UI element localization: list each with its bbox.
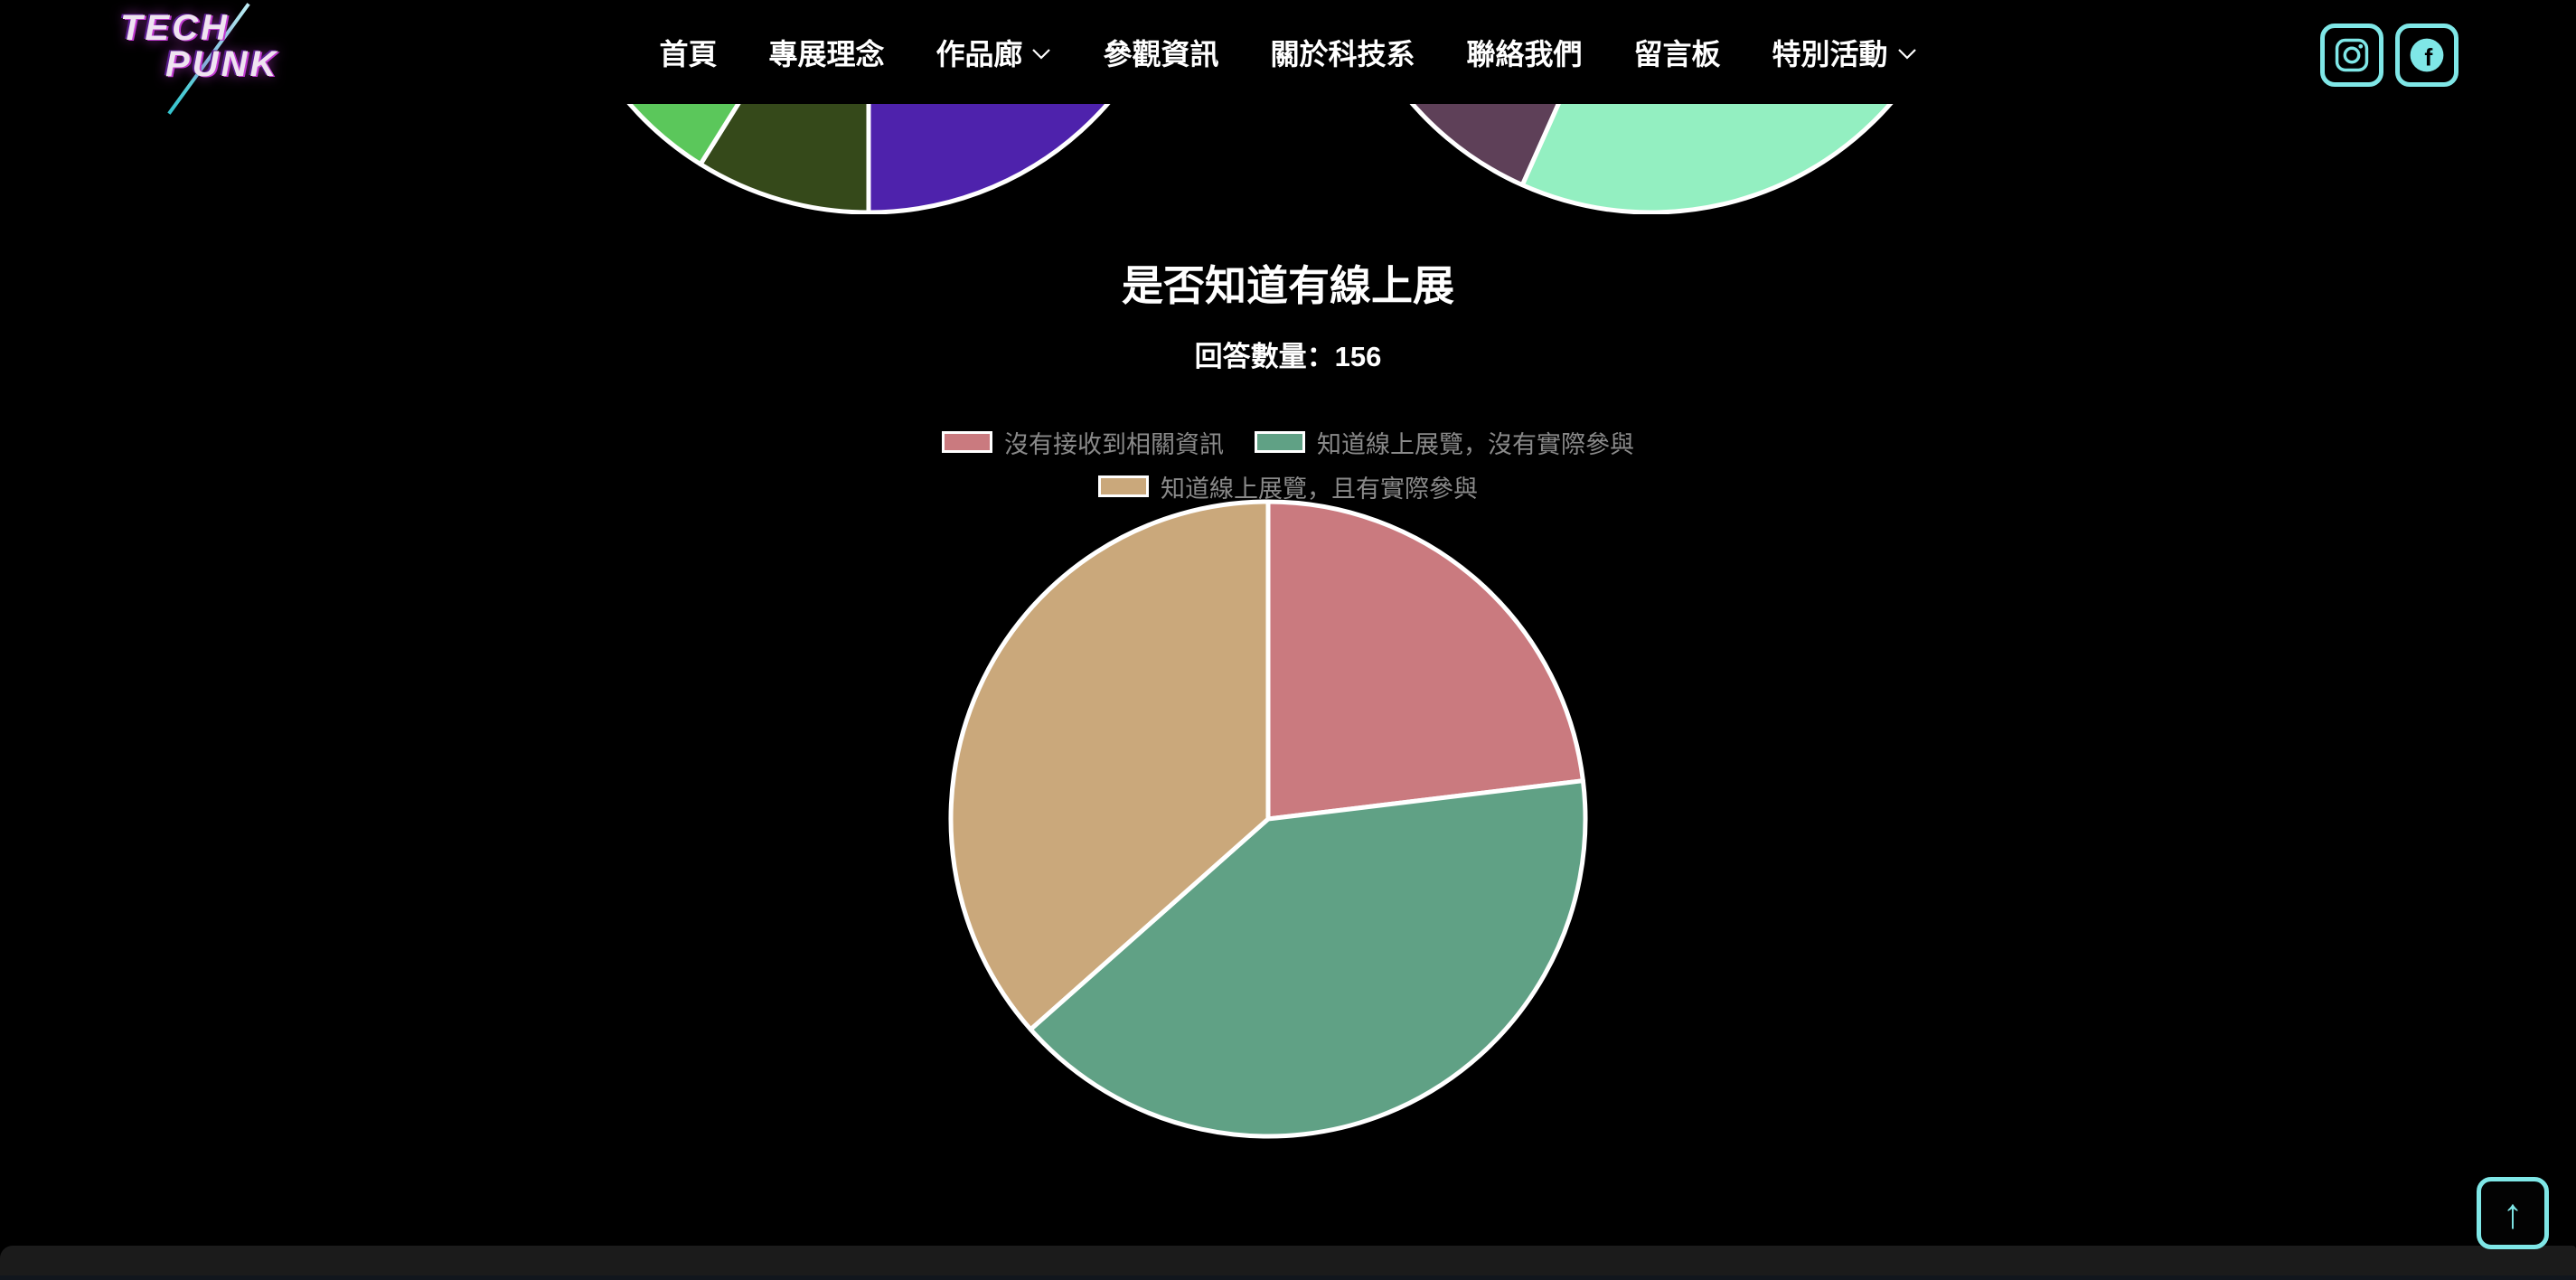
legend-swatch	[942, 431, 992, 454]
pie-chart-online-exhibition	[948, 499, 1588, 1139]
facebook-icon: f	[2410, 38, 2444, 72]
logo-text: TECH PUNK	[120, 8, 315, 84]
svg-text:f: f	[2424, 44, 2432, 71]
nav-item-home[interactable]: 首頁	[659, 37, 718, 71]
nav-item-concept[interactable]: 專展理念	[768, 37, 885, 71]
legend-item-knew-not-joined[interactable]: 知道線上展覽，沒有實際參與	[1255, 425, 1634, 460]
pie-slice	[1265, 499, 1585, 822]
pie-slice	[948, 499, 1271, 1032]
legend-item-no-info[interactable]: 沒有接收到相關資訊	[942, 425, 1224, 460]
navbar: TECH PUNK 首頁 專展理念 作品廊 參觀資訊 關於科技系 聯絡我們 留言…	[0, 0, 2576, 115]
response-count: 回答數量：156	[1194, 340, 1382, 372]
logo-line1: TECH	[120, 8, 230, 48]
back-to-top-button[interactable]: ↑	[2477, 1177, 2549, 1249]
instagram-button[interactable]	[2320, 24, 2383, 87]
legend-row: 知道線上展覽，且有實際參與	[1098, 469, 1478, 504]
facebook-button[interactable]: f	[2395, 24, 2458, 87]
social-links: f	[2320, 24, 2458, 87]
up-arrow-icon: ↑	[2502, 1190, 2524, 1237]
pie-slice	[1028, 778, 1588, 1139]
legend-item-knew-joined[interactable]: 知道線上展覽，且有實際參與	[1098, 469, 1478, 504]
survey-section: 是否知道有線上展 回答數量：156 沒有接收到相關資訊 知道線上展覽，沒有實際參…	[0, 262, 2576, 504]
chart-title: 是否知道有線上展	[1122, 262, 1454, 309]
chevron-down-icon	[1032, 49, 1051, 60]
nav-item-contact[interactable]: 聯絡我們	[1466, 37, 1583, 71]
logo-line2: PUNK	[165, 44, 279, 84]
footer-strip	[0, 1246, 2576, 1280]
chart-legend: 沒有接收到相關資訊 知道線上展覽，沒有實際參與 知道線上展覽，且有實際參與	[0, 425, 2576, 504]
legend-swatch	[1255, 431, 1305, 454]
chevron-down-icon	[1897, 49, 1916, 60]
nav-item-message-board[interactable]: 留言板	[1633, 37, 1721, 71]
nav-item-special-events[interactable]: 特別活動	[1772, 32, 1917, 73]
site-logo[interactable]: TECH PUNK	[120, 3, 315, 115]
legend-row: 沒有接收到相關資訊 知道線上展覽，沒有實際參與	[942, 425, 1634, 460]
legend-swatch	[1098, 475, 1149, 498]
nav-item-gallery[interactable]: 作品廊	[935, 32, 1051, 73]
instagram-icon	[2335, 38, 2369, 72]
nav-item-visit-info[interactable]: 參觀資訊	[1103, 37, 1219, 71]
nav-item-about-dept[interactable]: 關於科技系	[1270, 37, 1415, 71]
main-nav: 首頁 專展理念 作品廊 參觀資訊 關於科技系 聯絡我們 留言板 特別活動	[0, 0, 2576, 104]
